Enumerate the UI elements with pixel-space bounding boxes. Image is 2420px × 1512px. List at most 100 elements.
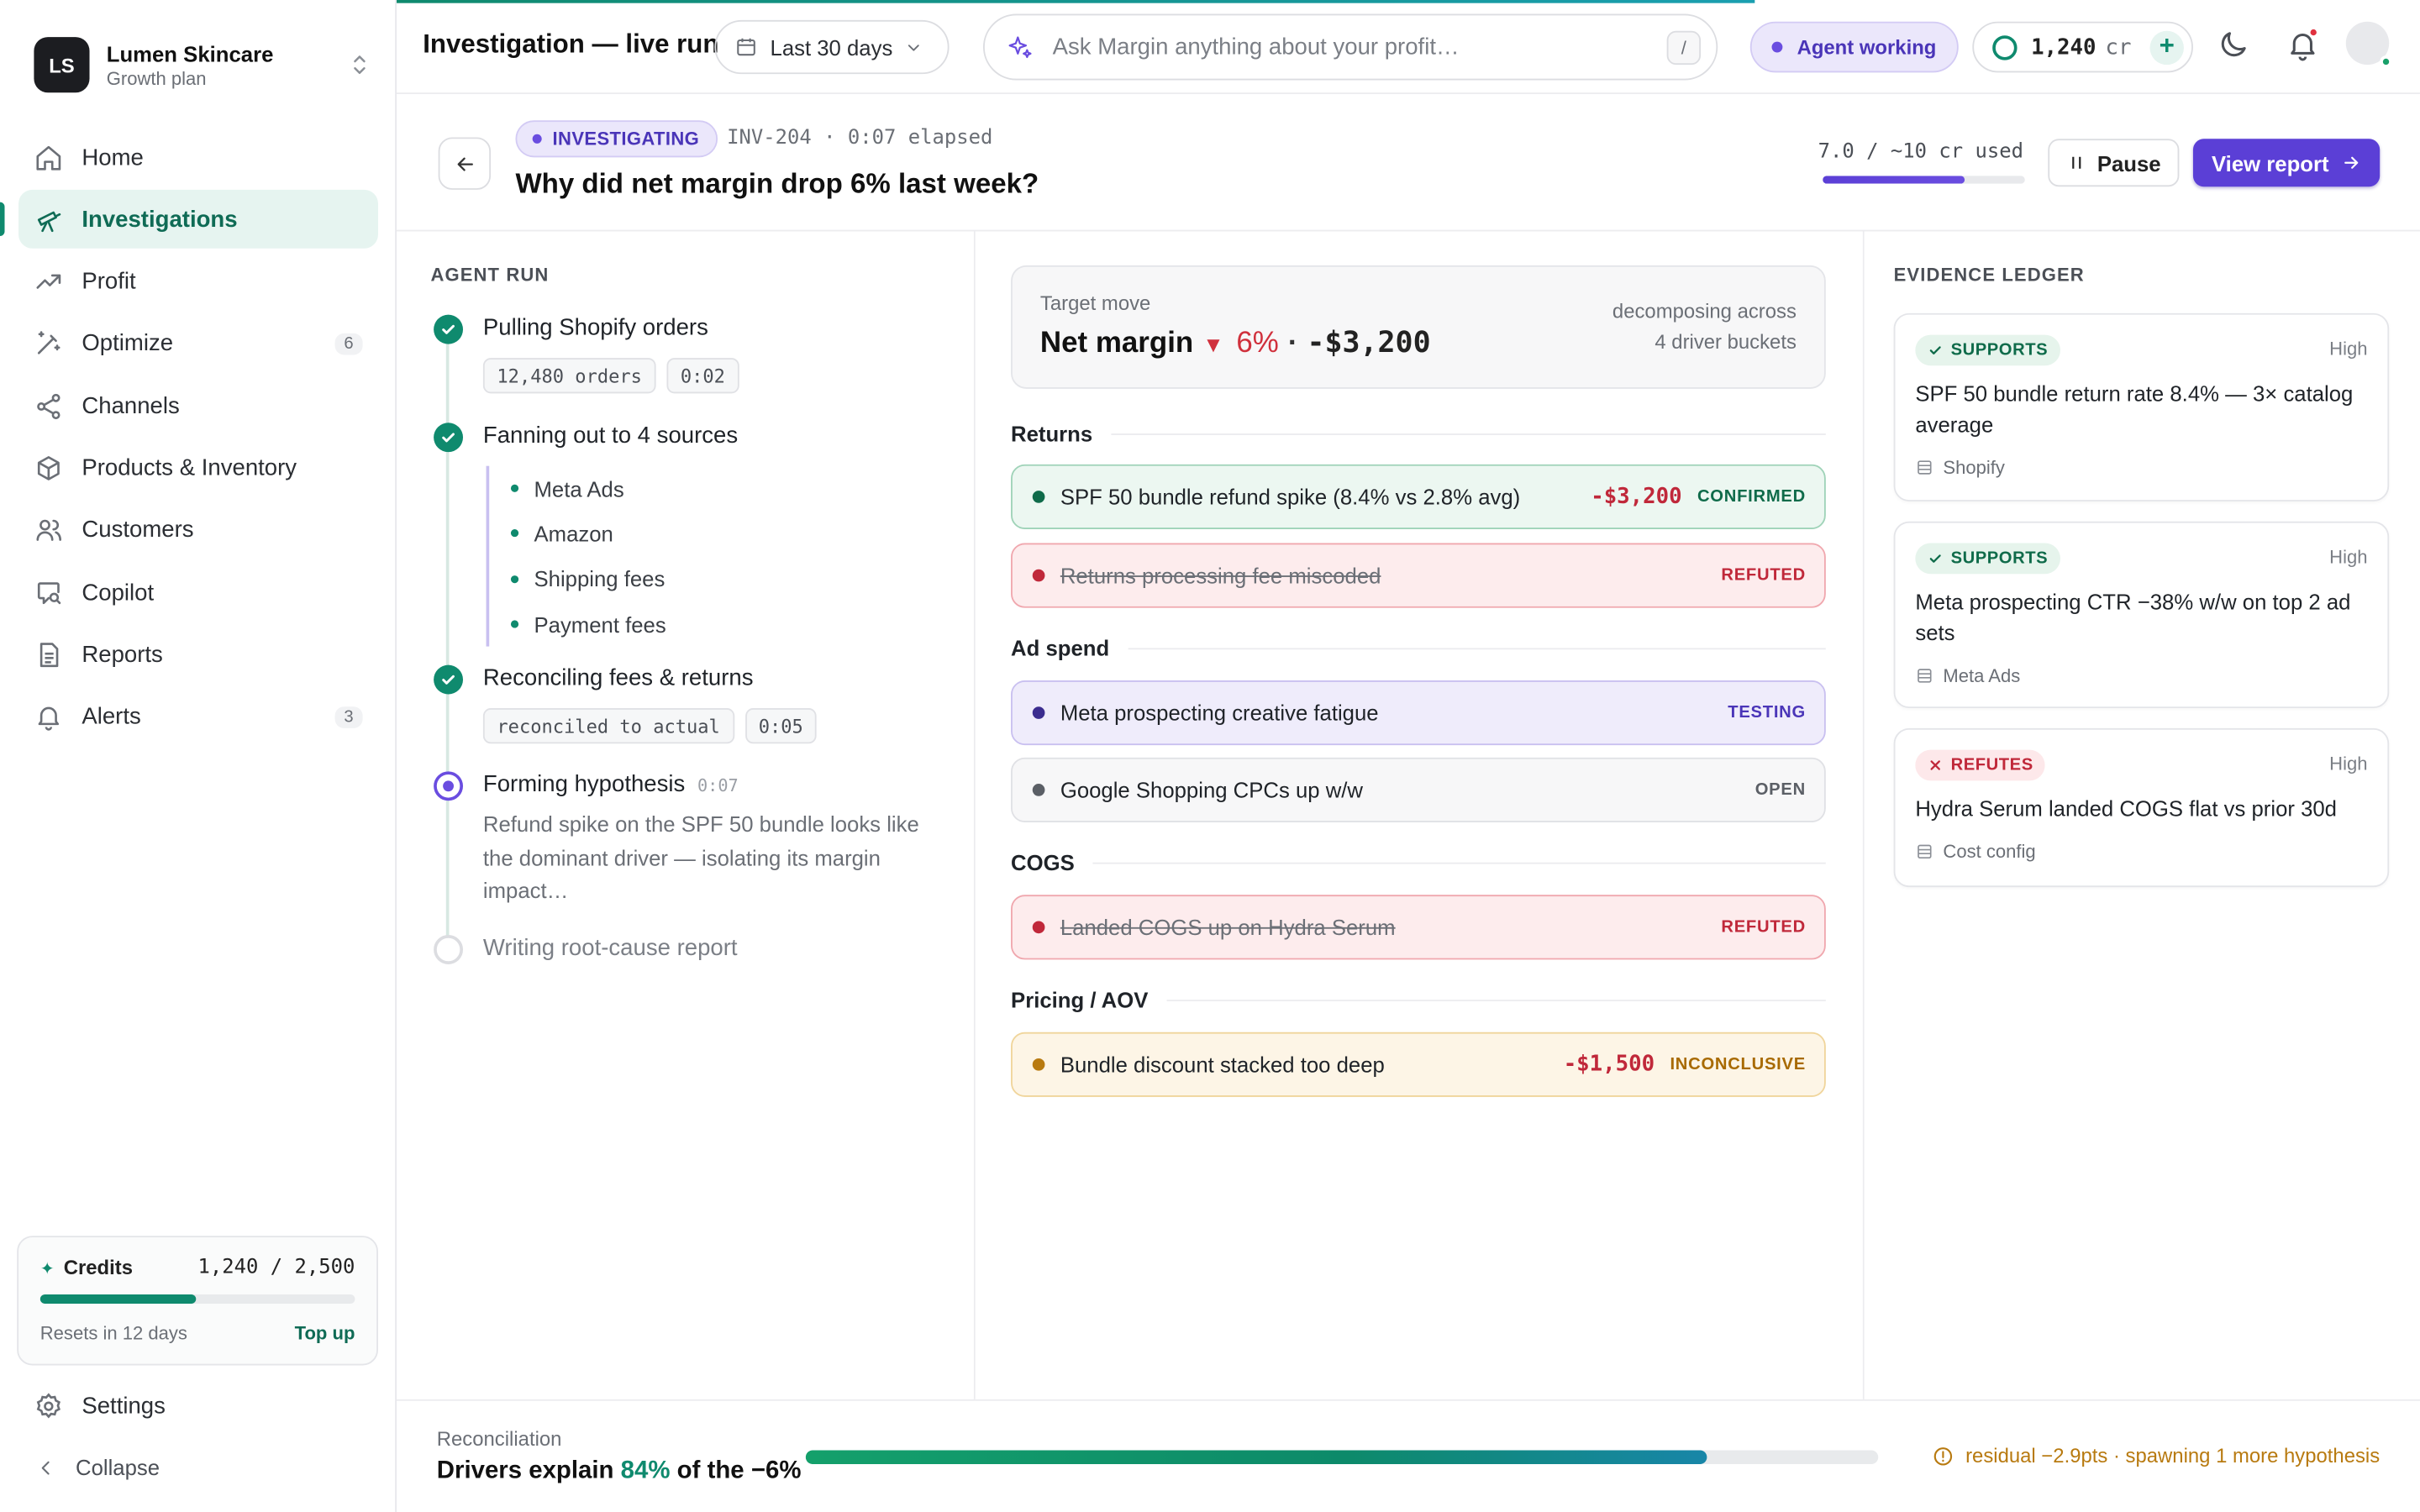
status-dot bbox=[1772, 41, 1784, 53]
target-move-label: Target move bbox=[1039, 291, 1151, 315]
sidebar-item-label: Home bbox=[82, 144, 144, 171]
step-title: Fanning out to 4 sources bbox=[482, 423, 739, 449]
check-icon bbox=[1929, 346, 1941, 354]
hypothesis-row[interactable]: Returns processing fee miscoded REFUTED bbox=[1011, 543, 1826, 608]
hypothesis-status: CONFIRMED bbox=[1697, 487, 1806, 507]
pause-label: Pause bbox=[2096, 150, 2161, 176]
evidence-card[interactable]: SUPPORTS High Meta prospecting CTR −38% … bbox=[1893, 521, 2390, 709]
sidebar-item-label: Copilot bbox=[82, 579, 155, 606]
target-move-card: Target move Net margin ▼ 6% · -$3,200 de… bbox=[1011, 265, 1826, 389]
theme-toggle-button[interactable] bbox=[2217, 28, 2250, 61]
verdict-badge: SUPPORTS bbox=[1915, 334, 2060, 366]
add-credits-button[interactable]: + bbox=[2149, 29, 2184, 65]
org-logo: LS bbox=[34, 37, 90, 93]
notification-dot bbox=[2308, 28, 2318, 38]
status-dot bbox=[1032, 921, 1045, 934]
sidebar-item-products-inventory[interactable]: Products & Inventory bbox=[18, 439, 378, 498]
settings-link[interactable]: Settings bbox=[18, 1378, 378, 1433]
credits-used-progress bbox=[1823, 176, 2025, 184]
timeline-line bbox=[445, 342, 450, 948]
sidebar-item-label: Profit bbox=[82, 268, 136, 295]
status-label: INVESTIGATING bbox=[552, 128, 700, 150]
step-title: Writing root-cause report bbox=[482, 935, 738, 962]
sidebar-item-home[interactable]: Home bbox=[18, 128, 378, 186]
step-title: Pulling Shopify orders bbox=[482, 314, 708, 341]
hypothesis-impact: -$3,200 bbox=[1591, 484, 1682, 510]
hypothesis-row[interactable]: Bundle discount stacked too deep -$1,500… bbox=[1011, 1032, 1826, 1097]
database-icon bbox=[1918, 669, 1932, 683]
date-range-picker[interactable]: Last 30 days bbox=[714, 19, 950, 75]
org-switcher[interactable]: LS Lumen Skincare Growth plan bbox=[34, 34, 373, 95]
moon-icon bbox=[2221, 32, 2246, 57]
hypothesis-row[interactable]: Landed COGS up on Hydra Serum REFUTED bbox=[1011, 895, 1826, 960]
pending-circle-icon bbox=[434, 935, 464, 964]
top-up-link[interactable]: Top up bbox=[294, 1322, 355, 1344]
hypothesis-row[interactable]: Google Shopping CPCs up w/w OPEN bbox=[1011, 757, 1826, 822]
chevron-updown-icon bbox=[354, 55, 366, 75]
gear-icon bbox=[36, 1392, 60, 1418]
step-chip: 12,480 orders bbox=[482, 358, 656, 394]
ask-margin-input[interactable] bbox=[1052, 34, 1667, 60]
check-icon bbox=[1929, 554, 1941, 563]
close-icon bbox=[1930, 760, 1940, 770]
sidebar: LS Lumen Skincare Growth plan Home Inves… bbox=[0, 0, 397, 1512]
magic-wand-icon bbox=[37, 331, 60, 355]
calendar-icon bbox=[737, 38, 755, 56]
org-plan: Growth plan bbox=[106, 66, 207, 89]
back-button[interactable] bbox=[438, 137, 492, 190]
bell-icon bbox=[38, 706, 60, 731]
pause-icon bbox=[2071, 156, 2081, 169]
notifications-button[interactable] bbox=[2286, 28, 2319, 61]
agent-status-pill[interactable]: Agent working bbox=[1749, 21, 1959, 73]
hypothesis-panel: Target move Net margin ▼ 6% · -$3,200 de… bbox=[975, 231, 1865, 1399]
share-icon bbox=[37, 393, 60, 419]
hypothesis-row[interactable]: Meta prospecting creative fatigue TESTIN… bbox=[1011, 680, 1826, 746]
source-item: Shipping fees bbox=[510, 556, 666, 601]
credit-balance-pill[interactable]: 1,240 cr + bbox=[1972, 21, 2193, 73]
status-badge: INVESTIGATING bbox=[515, 120, 718, 158]
home-icon bbox=[36, 144, 61, 170]
chevron-left-icon bbox=[41, 1460, 50, 1474]
investigation-question: Why did net margin drop 6% last week? bbox=[515, 168, 1039, 199]
credit-ring-icon bbox=[1992, 34, 2018, 60]
sidebar-item-alerts[interactable]: Alerts 3 bbox=[18, 688, 378, 747]
collapse-sidebar-button[interactable]: Collapse bbox=[18, 1440, 378, 1495]
sparkle-icon: ✦ bbox=[39, 1260, 55, 1279]
org-name: Lumen Skincare bbox=[106, 40, 274, 66]
sidebar-nav: Home Investigations Profit Optimize 6 Ch… bbox=[0, 128, 397, 749]
pause-button[interactable]: Pause bbox=[2048, 139, 2180, 187]
driver-group-label: COGS bbox=[1011, 850, 1826, 874]
sidebar-item-copilot[interactable]: Copilot bbox=[18, 564, 378, 622]
sidebar-item-label: Optimize bbox=[82, 330, 174, 357]
database-icon bbox=[1918, 844, 1932, 859]
view-report-button[interactable]: View report bbox=[2192, 139, 2381, 187]
hypothesis-row[interactable]: SPF 50 bundle refund spike (8.4% vs 2.8%… bbox=[1011, 464, 1826, 529]
sidebar-item-investigations[interactable]: Investigations bbox=[0, 190, 378, 249]
sidebar-item-channels[interactable]: Channels bbox=[18, 376, 378, 435]
sidebar-item-label: Investigations bbox=[82, 206, 238, 233]
evidence-ledger-label: EVIDENCE LEDGER bbox=[1893, 264, 2085, 286]
step-duration-chip: 0:05 bbox=[744, 708, 818, 744]
ask-margin-bar: / bbox=[982, 13, 1718, 81]
sidebar-item-customers[interactable]: Customers bbox=[18, 501, 378, 560]
sidebar-item-profit[interactable]: Profit bbox=[18, 252, 378, 311]
driver-group-label: Returns bbox=[1011, 421, 1826, 446]
sidebar-item-reports[interactable]: Reports bbox=[18, 626, 378, 685]
step-chip: reconciled to actual bbox=[482, 708, 734, 744]
evidence-card[interactable]: REFUTES High Hydra Serum landed COGS fla… bbox=[1893, 727, 2390, 888]
confidence-label: High bbox=[2329, 546, 2368, 568]
sidebar-item-label: Reports bbox=[82, 641, 163, 669]
step-title: Reconciling fees & returns bbox=[482, 664, 754, 691]
avatar[interactable] bbox=[2345, 21, 2392, 68]
decomposition-note: decomposing across 4 driver buckets bbox=[1612, 299, 1797, 354]
residual-warning: residual −2.9pts · spawning 1 more hypot… bbox=[1932, 1444, 2380, 1467]
source-item: Amazon bbox=[510, 511, 666, 556]
evidence-card[interactable]: SUPPORTS High SPF 50 bundle return rate … bbox=[1893, 312, 2390, 501]
credits-progress-fill bbox=[39, 1294, 197, 1305]
evidence-source: Shopify bbox=[1915, 457, 2005, 478]
step-elapsed: 0:07 bbox=[697, 775, 739, 796]
sidebar-item-optimize[interactable]: Optimize 6 bbox=[18, 314, 378, 373]
credits-label: Credits bbox=[63, 1256, 133, 1279]
confidence-label: High bbox=[2329, 753, 2368, 775]
page-title: Investigation — live run bbox=[423, 29, 719, 59]
